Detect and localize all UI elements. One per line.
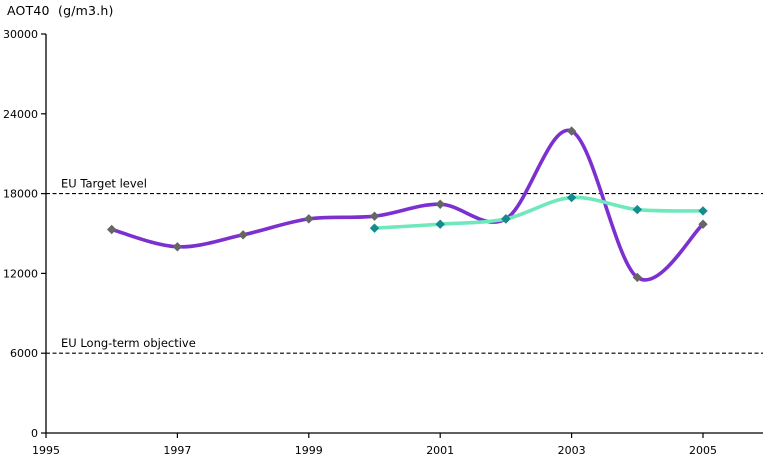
y-tick-label: 12000 xyxy=(3,267,38,280)
chart-title: AOT40 (g/m3.h) xyxy=(7,3,114,18)
reference-line-label: EU Long-term objective xyxy=(61,336,196,350)
green-series-line xyxy=(372,195,705,230)
purple-series-marker xyxy=(172,242,183,252)
purple-series-marker xyxy=(107,224,117,235)
green-series-marker xyxy=(435,219,445,229)
x-tick-label: 2003 xyxy=(558,444,586,457)
green-series-marker xyxy=(501,214,511,224)
purple-series-marker xyxy=(304,214,314,224)
y-tick-label: 30000 xyxy=(3,28,38,41)
reference-line-label: EU Target level xyxy=(61,177,147,191)
purple-series-marker xyxy=(632,272,642,283)
purple-series-marker xyxy=(566,126,577,136)
y-tick-label: 24000 xyxy=(3,108,38,121)
y-tick-label: 6000 xyxy=(10,347,38,360)
green-series-marker xyxy=(698,206,708,216)
purple-series-marker xyxy=(435,199,445,209)
x-tick-label: 1999 xyxy=(295,444,323,457)
x-tick-label: 2001 xyxy=(426,444,454,457)
x-tick-label: 1997 xyxy=(163,444,191,457)
purple-series-marker xyxy=(238,230,248,240)
green-series-marker xyxy=(369,223,380,233)
y-tick-label: 18000 xyxy=(3,188,38,201)
green-series-marker xyxy=(632,204,642,215)
y-tick-label: 0 xyxy=(31,427,38,440)
purple-series-marker xyxy=(369,211,380,221)
x-tick-label: 1995 xyxy=(32,444,60,457)
green-series-marker xyxy=(566,192,577,203)
x-tick-label: 2005 xyxy=(689,444,717,457)
purple-series-marker xyxy=(698,219,708,229)
